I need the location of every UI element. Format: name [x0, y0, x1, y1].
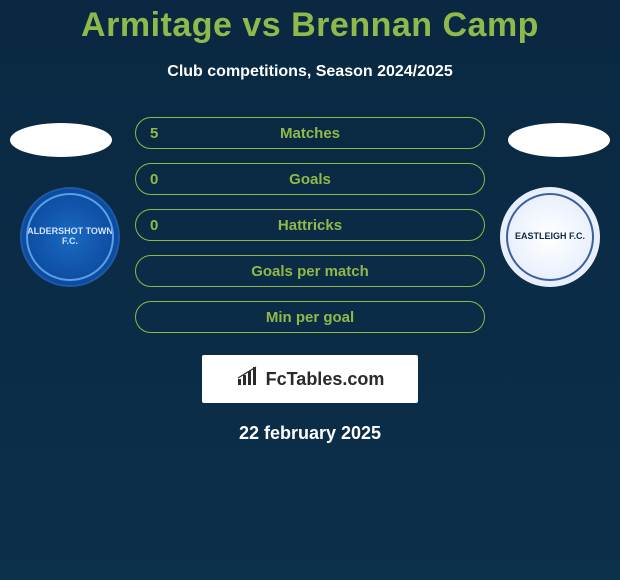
stat-rows: 5 Matches 0 Goals 0 Hattricks Goals per … — [135, 117, 485, 333]
stat-label: Goals per match — [136, 263, 484, 280]
stat-value: 5 — [150, 125, 158, 142]
page-title: Armitage vs Brennan Camp — [0, 0, 620, 45]
bar-chart-icon — [236, 365, 260, 394]
stat-row-goals: 0 Goals — [135, 163, 485, 195]
comparison-panel: ALDERSHOT TOWN F.C. EASTLEIGH F.C. 5 Mat… — [0, 117, 620, 444]
player-photo-left — [10, 123, 112, 157]
stat-label: Matches — [136, 125, 484, 142]
crest-aldershot: ALDERSHOT TOWN F.C. — [20, 187, 120, 287]
subtitle: Club competitions, Season 2024/2025 — [0, 63, 620, 81]
stat-value: 0 — [150, 217, 158, 234]
stat-label: Hattricks — [136, 217, 484, 234]
stat-row-matches: 5 Matches — [135, 117, 485, 149]
crest-eastleigh: EASTLEIGH F.C. — [500, 187, 600, 287]
stat-row-goals-per-match: Goals per match — [135, 255, 485, 287]
crest-left-label: ALDERSHOT TOWN F.C. — [20, 227, 120, 247]
date-label: 22 february 2025 — [0, 423, 620, 444]
stat-row-hattricks: 0 Hattricks — [135, 209, 485, 241]
stat-value: 0 — [150, 171, 158, 188]
stat-label: Goals — [136, 171, 484, 188]
stat-row-min-per-goal: Min per goal — [135, 301, 485, 333]
brand-text: FcTables.com — [266, 369, 385, 390]
stat-label: Min per goal — [136, 309, 484, 326]
player-photo-right — [508, 123, 610, 157]
crest-right-label: EASTLEIGH F.C. — [515, 232, 585, 242]
brand-badge: FcTables.com — [202, 355, 418, 403]
